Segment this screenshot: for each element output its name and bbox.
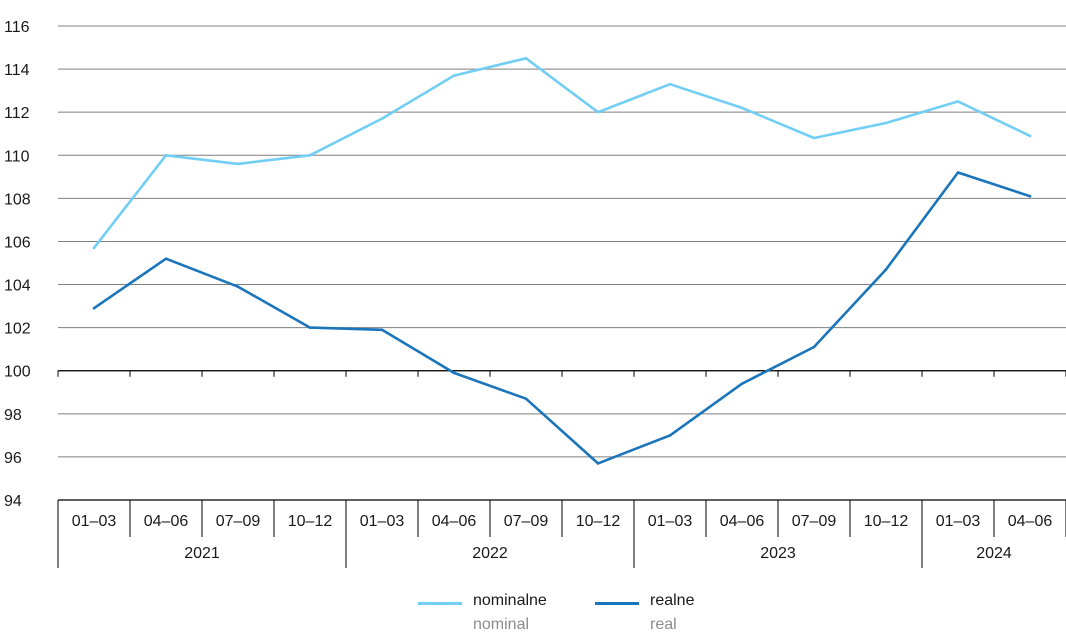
data-point (452, 371, 456, 375)
y-tick-label: 108 (4, 191, 31, 208)
x-tick-label: 07–09 (216, 513, 261, 530)
data-point (596, 110, 600, 114)
data-point (884, 268, 888, 271)
year-label: 2021 (184, 545, 220, 562)
x-tick-label: 04–06 (1008, 513, 1053, 530)
legend-sublabel-real: real (650, 616, 677, 633)
year-label: 2023 (760, 545, 796, 562)
x-tick-label: 04–06 (432, 513, 477, 530)
data-point (812, 136, 816, 140)
data-point (308, 326, 312, 329)
data-point (308, 153, 312, 157)
x-tick-label: 01–03 (360, 513, 405, 530)
legend-label-real: realne (650, 592, 695, 609)
legend: nominalne nominal realne real (0, 592, 1066, 636)
y-tick-label: 110 (4, 148, 30, 165)
x-tick-label: 10–12 (576, 513, 621, 530)
data-point (668, 434, 672, 437)
data-point (956, 171, 960, 174)
data-point (884, 121, 888, 125)
y-axis: 94 96 98 100 102 104 106 108 110 112 114 116 (4, 19, 31, 510)
data-point (668, 82, 672, 86)
y-tick-label: 104 (4, 278, 31, 295)
x-tick-label: 07–09 (504, 513, 549, 530)
series-line-nominal (92, 56, 1032, 250)
y-tick-label: 100 (4, 364, 31, 381)
data-point (380, 117, 384, 120)
data-point (236, 162, 240, 166)
y-tick-label: 94 (4, 493, 22, 510)
legend-swatch-real (595, 602, 639, 605)
data-point (236, 285, 240, 289)
x-tick-label: 10–12 (864, 513, 909, 530)
data-point (740, 382, 744, 385)
data-point (812, 345, 816, 349)
y-tick-label: 114 (4, 62, 30, 79)
y-tick-label: 116 (4, 19, 30, 36)
x-tick-label: 04–06 (144, 513, 189, 530)
data-point (524, 57, 528, 60)
data-point (956, 100, 960, 103)
series-lines (92, 56, 1032, 465)
year-label: 2024 (976, 545, 1012, 562)
data-point (740, 106, 744, 110)
data-point (524, 397, 528, 401)
data-point (164, 257, 168, 260)
data-point (1028, 194, 1032, 198)
data-point (92, 306, 96, 310)
x-tick-label: 07–09 (792, 513, 837, 530)
y-tick-label: 96 (4, 450, 22, 467)
x-tick-label: 01–03 (72, 513, 117, 530)
y-tick-label: 98 (4, 407, 22, 424)
x-tick-label: 01–03 (936, 513, 981, 530)
y-tick-label: 112 (4, 105, 30, 122)
data-point (596, 462, 600, 465)
legend-label-nominal: nominalne (473, 592, 547, 609)
x-axis: 01–03 04–06 07–09 10–12 01–03 04–06 07–09 10–12… (57, 499, 1066, 568)
x-tick-label: 04–06 (720, 513, 765, 530)
data-point (164, 153, 168, 157)
y-tick-label: 102 (4, 321, 31, 338)
series-line-real (92, 171, 1032, 465)
legend-sublabel-nominal: nominal (473, 616, 530, 633)
data-point (92, 246, 96, 250)
year-label: 2022 (472, 545, 508, 562)
y-tick-label: 106 (4, 234, 31, 251)
x-tick-label: 10–12 (288, 513, 333, 530)
gridlines (57, 25, 1066, 501)
data-point (452, 74, 456, 77)
x-tick-label: 01–03 (648, 513, 693, 530)
data-point (1028, 134, 1032, 138)
legend-swatch-nominal (418, 602, 462, 605)
data-point (380, 328, 384, 332)
